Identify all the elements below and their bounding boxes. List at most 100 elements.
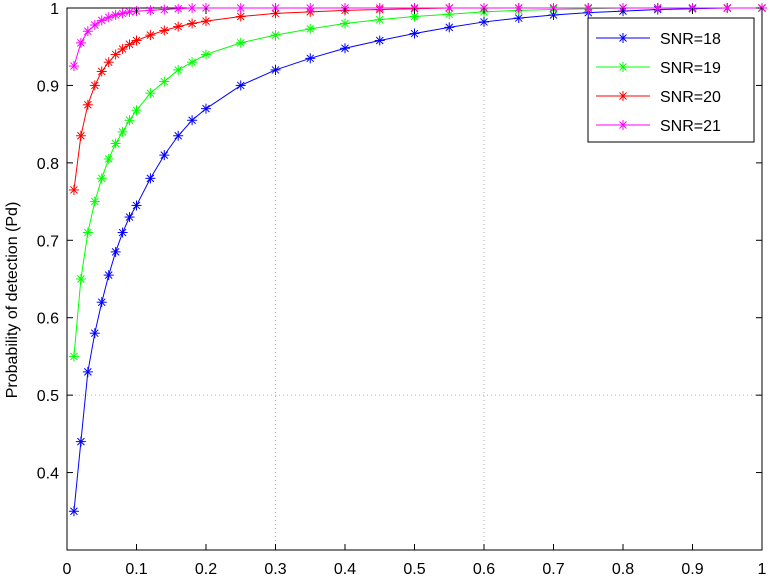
y-tick-label: 0.5	[37, 388, 59, 405]
data-point	[444, 3, 455, 13]
data-point	[110, 246, 121, 257]
data-point	[117, 227, 128, 238]
legend-marker	[618, 62, 628, 72]
legend-marker	[618, 120, 628, 130]
legend-label: SNR=18	[660, 31, 721, 48]
data-point	[117, 126, 128, 137]
data-point	[305, 53, 316, 64]
data-point	[75, 130, 86, 141]
x-tick-label: 0.2	[195, 561, 217, 578]
data-point	[409, 28, 420, 39]
series-layer	[68, 3, 767, 517]
data-point	[374, 3, 385, 13]
legend: SNR=18 SNR=19 SNR=20 SNR=21	[587, 17, 755, 143]
data-point	[89, 328, 100, 339]
data-point	[82, 366, 93, 377]
data-point	[145, 5, 156, 16]
data-point	[201, 49, 211, 60]
data-point	[82, 99, 93, 110]
legend-entry: SNR=19	[596, 60, 721, 77]
data-point	[110, 49, 121, 60]
data-point	[305, 23, 316, 34]
x-tick-label: 0	[63, 561, 72, 578]
data-point	[159, 76, 170, 87]
x-tick-label: 0.7	[542, 561, 564, 578]
data-point	[124, 212, 135, 223]
data-point	[89, 80, 100, 91]
x-tick-label: 0.6	[473, 561, 495, 578]
data-point	[159, 25, 170, 36]
data-point	[89, 20, 100, 31]
data-point	[75, 37, 86, 48]
data-point	[124, 6, 135, 17]
data-point	[145, 88, 156, 99]
data-point	[722, 3, 733, 13]
x-tick-label: 0.1	[125, 561, 147, 578]
data-point	[513, 3, 524, 13]
data-point	[235, 11, 246, 22]
x-tick-label: 0.3	[264, 561, 286, 578]
data-point	[96, 173, 107, 184]
legend-marker	[618, 33, 628, 43]
x-tick-label: 0.9	[681, 561, 703, 578]
data-point	[103, 153, 114, 164]
legend-marker	[618, 91, 628, 101]
data-point	[173, 130, 184, 141]
y-tick-label: 0.6	[37, 311, 59, 328]
data-point	[96, 66, 107, 77]
x-tick-label: 0.8	[612, 561, 634, 578]
data-point	[173, 64, 184, 75]
x-tick-label: 0.4	[334, 561, 356, 578]
data-point	[374, 35, 385, 46]
data-point	[340, 18, 350, 29]
data-point	[75, 436, 86, 447]
data-point	[103, 270, 114, 281]
data-point	[68, 184, 79, 195]
data-point	[103, 12, 114, 23]
data-point	[103, 57, 114, 68]
data-point	[548, 9, 559, 20]
data-point	[96, 297, 107, 308]
data-point	[652, 3, 663, 13]
data-point	[124, 39, 135, 50]
data-point	[479, 16, 489, 27]
y-axis-label: Probability of detection (Pd)	[4, 202, 21, 399]
legend-label: SNR=20	[660, 89, 721, 106]
data-point	[145, 173, 156, 184]
data-point	[270, 64, 281, 75]
data-point	[96, 15, 107, 26]
data-point	[75, 274, 86, 284]
data-point	[409, 11, 420, 22]
data-point	[235, 37, 246, 48]
data-point	[187, 18, 198, 29]
data-point	[89, 196, 100, 207]
data-point	[270, 30, 281, 41]
data-point	[68, 351, 79, 362]
data-point	[159, 4, 170, 15]
data-point	[145, 30, 156, 41]
data-point	[68, 506, 79, 517]
data-point	[110, 9, 121, 20]
legend-label: SNR=21	[660, 118, 721, 135]
data-point	[82, 227, 93, 238]
data-point	[201, 103, 211, 114]
x-tick-label: 1	[758, 561, 767, 578]
data-point	[235, 80, 246, 91]
data-point	[124, 115, 135, 126]
data-point	[235, 3, 246, 13]
legend-entry: SNR=18	[596, 31, 721, 48]
data-point	[110, 138, 121, 149]
y-tick-label: 1	[50, 1, 59, 18]
x-tick-label: 0.5	[403, 561, 425, 578]
data-point	[305, 3, 316, 13]
data-point	[131, 35, 142, 46]
tick-layer: 0 0.1 0.2 0.3 0.4 0.5 0.6 0.7 0.8 0.9 1 0.4 0.5 0.6 0.…	[37, 1, 767, 578]
data-point	[187, 3, 198, 13]
data-point	[374, 14, 385, 25]
data-point	[201, 16, 211, 27]
y-tick-label: 0.8	[37, 156, 59, 173]
legend-label: SNR=19	[660, 60, 721, 77]
data-point	[187, 57, 198, 68]
